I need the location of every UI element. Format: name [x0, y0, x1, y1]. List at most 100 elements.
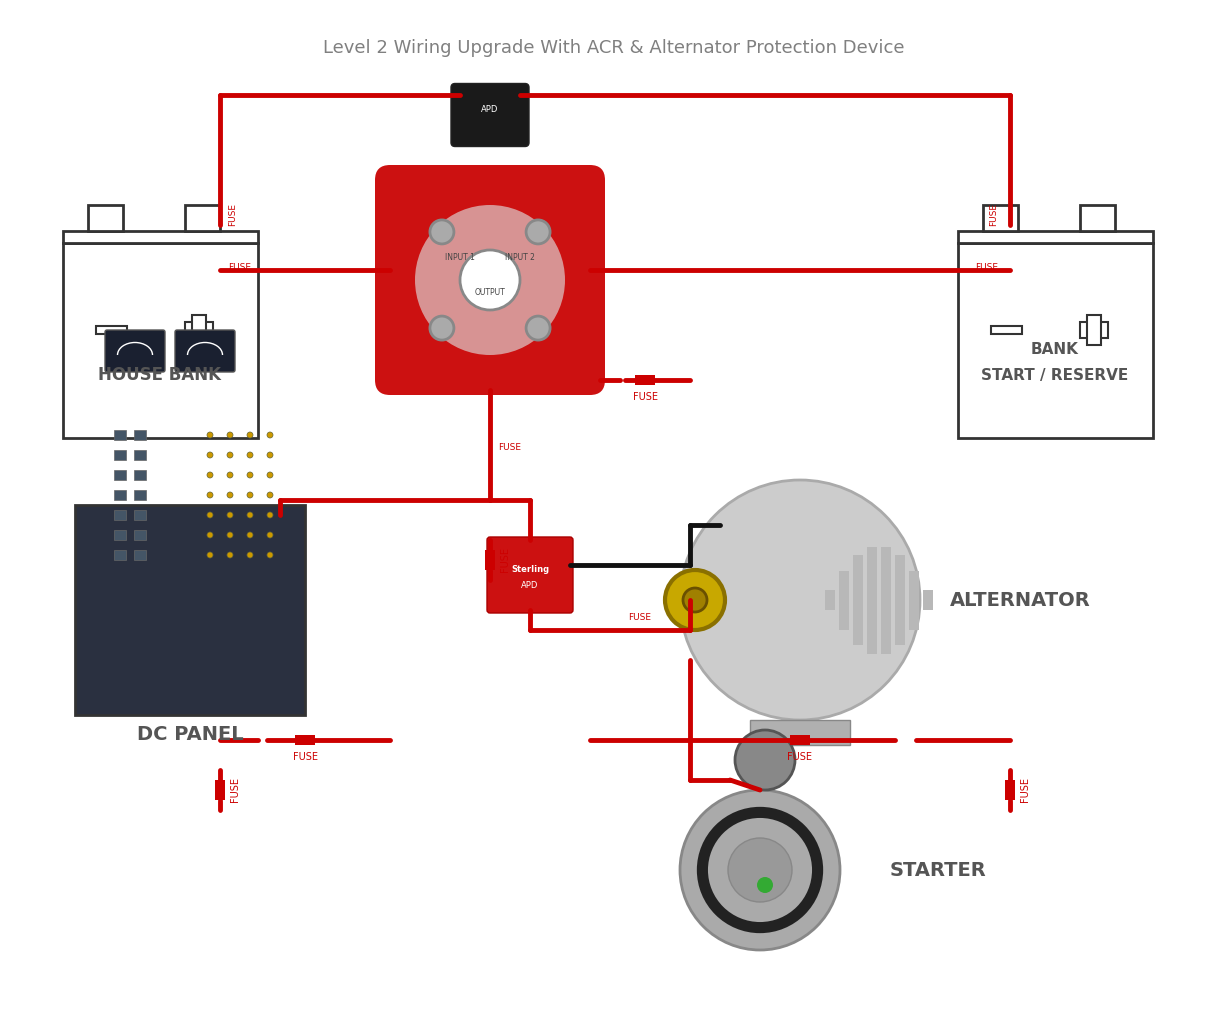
Circle shape — [683, 588, 707, 612]
Bar — [853, 556, 863, 645]
Bar — [825, 590, 835, 610]
Bar — [192, 315, 206, 344]
Circle shape — [266, 512, 273, 518]
Bar — [923, 590, 933, 610]
Circle shape — [266, 472, 273, 478]
Text: DC PANEL: DC PANEL — [136, 725, 243, 744]
Circle shape — [227, 492, 233, 498]
Bar — [790, 735, 810, 745]
Circle shape — [227, 452, 233, 458]
Bar — [114, 430, 126, 440]
Circle shape — [227, 552, 233, 558]
Circle shape — [266, 492, 273, 498]
Circle shape — [208, 492, 212, 498]
Circle shape — [702, 812, 818, 927]
Bar — [895, 556, 905, 645]
Circle shape — [430, 220, 454, 244]
Circle shape — [247, 472, 253, 478]
Circle shape — [208, 552, 212, 558]
Bar — [295, 735, 316, 745]
Circle shape — [680, 790, 840, 950]
Bar — [839, 571, 849, 629]
Text: FUSE: FUSE — [975, 264, 998, 273]
Circle shape — [227, 532, 233, 538]
FancyBboxPatch shape — [451, 84, 529, 146]
Text: FUSE: FUSE — [989, 203, 998, 226]
Bar — [185, 322, 212, 338]
Bar — [880, 546, 892, 653]
Text: BANK: BANK — [1032, 342, 1079, 358]
Bar — [134, 430, 146, 440]
Circle shape — [728, 838, 792, 902]
Bar — [88, 205, 123, 231]
Circle shape — [208, 452, 212, 458]
Circle shape — [460, 250, 519, 310]
FancyBboxPatch shape — [375, 165, 605, 395]
Text: APD: APD — [522, 581, 539, 590]
Bar — [991, 326, 1022, 334]
Bar — [1081, 205, 1115, 231]
Circle shape — [526, 220, 550, 244]
Bar — [114, 470, 126, 480]
Bar — [134, 470, 146, 480]
Circle shape — [247, 552, 253, 558]
Bar — [114, 530, 126, 540]
Text: Sterling: Sterling — [511, 566, 549, 575]
Circle shape — [227, 472, 233, 478]
Bar — [958, 231, 1153, 242]
FancyBboxPatch shape — [106, 330, 165, 372]
Text: INPUT 2: INPUT 2 — [505, 252, 535, 262]
Text: Level 2 Wiring Upgrade With ACR & Alternator Protection Device: Level 2 Wiring Upgrade With ACR & Altern… — [323, 39, 905, 57]
FancyBboxPatch shape — [176, 330, 235, 372]
Circle shape — [666, 570, 725, 630]
Text: FUSE: FUSE — [230, 778, 239, 803]
Text: FUSE: FUSE — [500, 547, 510, 573]
Text: APD: APD — [481, 105, 499, 114]
Circle shape — [756, 877, 772, 893]
Circle shape — [208, 532, 212, 538]
Bar — [909, 571, 919, 629]
Text: FUSE: FUSE — [629, 613, 652, 622]
Circle shape — [736, 730, 795, 790]
Text: HOUSE BANK: HOUSE BANK — [98, 366, 221, 384]
Bar — [63, 231, 258, 242]
Circle shape — [266, 532, 273, 538]
Bar — [96, 326, 126, 334]
Circle shape — [247, 512, 253, 518]
Text: FUSE: FUSE — [499, 443, 521, 452]
Circle shape — [247, 432, 253, 438]
Text: FUSE: FUSE — [632, 392, 657, 402]
Circle shape — [247, 492, 253, 498]
FancyBboxPatch shape — [958, 242, 1153, 437]
Bar — [1081, 322, 1108, 338]
Circle shape — [247, 532, 253, 538]
Circle shape — [247, 452, 253, 458]
Bar — [114, 510, 126, 520]
Text: FUSE: FUSE — [228, 203, 237, 226]
Bar — [134, 510, 146, 520]
Text: FUSE: FUSE — [1020, 778, 1030, 803]
Circle shape — [208, 472, 212, 478]
Bar — [134, 490, 146, 500]
Circle shape — [430, 316, 454, 340]
Circle shape — [415, 205, 565, 355]
FancyBboxPatch shape — [488, 537, 573, 613]
Text: OUTPUT: OUTPUT — [475, 288, 506, 297]
Bar — [1087, 315, 1100, 344]
Bar — [134, 450, 146, 460]
FancyBboxPatch shape — [63, 242, 258, 437]
Circle shape — [526, 316, 550, 340]
Bar — [114, 550, 126, 560]
Bar — [114, 490, 126, 500]
Text: FUSE: FUSE — [787, 752, 813, 762]
Circle shape — [227, 432, 233, 438]
Bar — [485, 550, 495, 570]
Bar — [750, 720, 850, 745]
Text: INPUT 1: INPUT 1 — [445, 252, 475, 262]
Bar — [134, 530, 146, 540]
Circle shape — [680, 480, 920, 720]
Bar — [185, 205, 221, 231]
Text: FUSE: FUSE — [292, 752, 318, 762]
Bar — [982, 205, 1018, 231]
Text: ALTERNATOR: ALTERNATOR — [950, 591, 1090, 609]
